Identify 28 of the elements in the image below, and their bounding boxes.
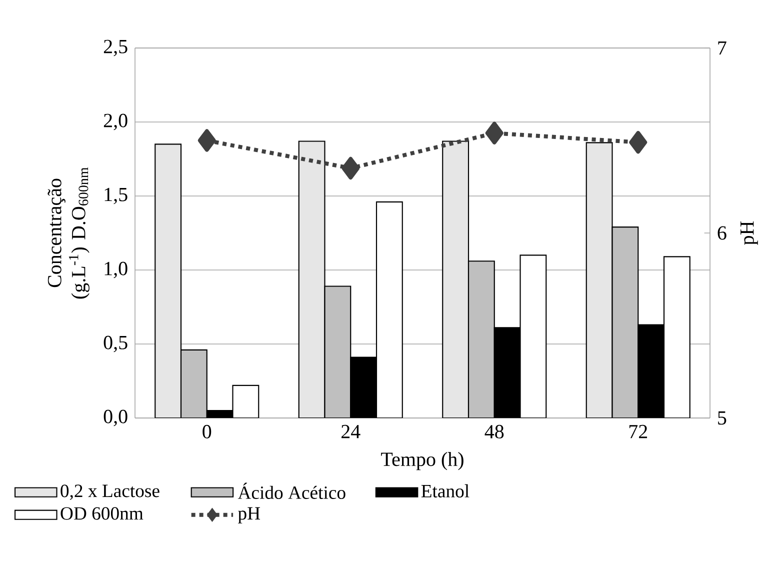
point [629,131,648,154]
point [198,129,216,152]
y-tick-label: 0,5 [104,336,128,352]
y-tick-label: 0,0 [104,410,128,426]
y-tick-label: 2,5 [104,40,128,56]
y2-axis-title: pH [740,221,758,245]
bar [180,349,208,418]
legend-label: OD 600nm [60,507,144,520]
x-tick-label: 72 [629,424,648,438]
point [485,122,504,144]
legend-label: 0,2 x Lactose [60,484,160,500]
y2-tick-label: 7 [718,41,726,55]
y-tick-label: 1,0 [104,262,128,278]
legend-label: Ácido Acético [238,482,346,499]
legend-label: pH [238,507,260,524]
x-tick-label: 24 [342,424,360,438]
y2-tick-label: 6 [718,226,726,240]
point [342,156,360,180]
bar [612,226,639,418]
y-tick-label: 1,5 [104,188,128,204]
bar [468,260,495,418]
x-tick-label: 48 [484,424,504,438]
bar [324,286,352,418]
legend-label: Etanol [421,484,470,498]
y2-tick-label: 5 [718,411,726,425]
x-axis-title: Tempo (h) [381,452,464,470]
y-tick-label: 2,0 [104,114,128,130]
x-tick-label: 0 [202,424,212,438]
